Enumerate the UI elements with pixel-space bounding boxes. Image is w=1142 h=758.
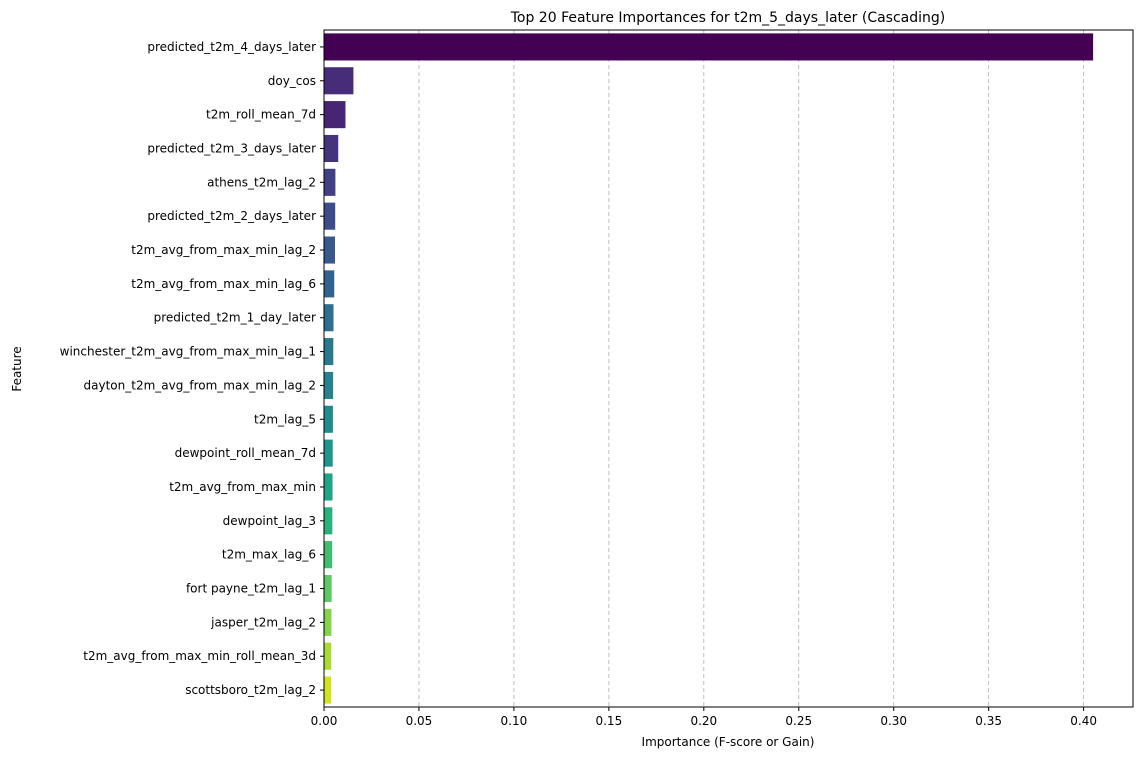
bar <box>324 439 333 467</box>
y-tick-label: winchester_t2m_avg_from_max_min_lag_1 <box>60 345 316 359</box>
bar <box>324 676 332 704</box>
y-tick-label: t2m_max_lag_6 <box>222 548 316 562</box>
bar <box>324 270 335 298</box>
y-tick-label: t2m_avg_from_max_min_lag_2 <box>131 243 316 257</box>
y-tick-label: doy_cos <box>268 74 316 88</box>
y-tick-label: t2m_lag_5 <box>254 412 316 426</box>
bar <box>324 101 346 129</box>
bar <box>324 541 333 569</box>
x-axis-label: Importance (F-score or Gain) <box>642 735 815 749</box>
y-tick-label: fort payne_t2m_lag_1 <box>186 582 316 596</box>
x-tick-label: 0.30 <box>880 714 907 728</box>
bar <box>324 574 332 603</box>
grid-lines <box>323 30 1085 707</box>
x-tick-label: 0.15 <box>595 714 622 728</box>
bar <box>324 304 334 332</box>
x-tick-label: 0.10 <box>501 714 528 728</box>
x-axis-ticks: 0.00 0.05 0.10 0.15 0.20 0.25 0.30 0.35 0.40 <box>311 707 1097 728</box>
y-tick-label: dewpoint_roll_mean_7d <box>175 446 316 460</box>
bar <box>324 507 333 535</box>
y-tick-label: jasper_t2m_lag_2 <box>210 615 316 629</box>
plot-frame <box>323 29 1134 708</box>
chart-title: Top 20 Feature Importances for t2m_5_day… <box>510 10 946 26</box>
bars <box>324 33 1094 704</box>
y-tick-label: dayton_t2m_avg_from_max_min_lag_2 <box>84 378 316 392</box>
y-tick-label: t2m_avg_from_max_min_roll_mean_3d <box>83 649 316 663</box>
y-tick-label: predicted_t2m_4_days_later <box>147 40 316 54</box>
bar <box>324 405 333 433</box>
bar <box>324 236 336 264</box>
bar <box>324 473 333 501</box>
x-tick-label: 0.20 <box>690 714 717 728</box>
y-axis-label: Feature <box>10 346 24 391</box>
y-tick-label: predicted_t2m_2_days_later <box>147 209 316 223</box>
bar <box>324 134 339 163</box>
y-tick-label: t2m_avg_from_max_min_lag_6 <box>131 277 316 291</box>
bar <box>324 371 334 399</box>
x-tick-label: 0.00 <box>311 714 338 728</box>
bar <box>324 67 354 95</box>
bar <box>324 168 336 196</box>
y-tick-label: t2m_roll_mean_7d <box>206 108 316 122</box>
bar <box>324 642 332 670</box>
y-tick-label: t2m_avg_from_max_min <box>169 480 316 494</box>
bar <box>324 608 332 636</box>
bar <box>324 33 1094 61</box>
x-tick-label: 0.35 <box>975 714 1002 728</box>
y-tick-label: athens_t2m_lag_2 <box>207 175 316 189</box>
y-axis-ticks: predicted_t2m_4_days_later doy_cos t2m_rol… <box>60 40 324 697</box>
y-tick-label: scottsboro_t2m_lag_2 <box>185 683 316 697</box>
y-tick-label: predicted_t2m_3_days_later <box>147 141 316 155</box>
bar <box>324 202 336 230</box>
x-tick-label: 0.40 <box>1070 714 1097 728</box>
x-tick-label: 0.25 <box>785 714 812 728</box>
y-tick-label: dewpoint_lag_3 <box>223 514 316 528</box>
x-tick-label: 0.05 <box>406 714 433 728</box>
bar <box>324 338 334 366</box>
y-tick-label: predicted_t2m_1_day_later <box>154 311 316 325</box>
